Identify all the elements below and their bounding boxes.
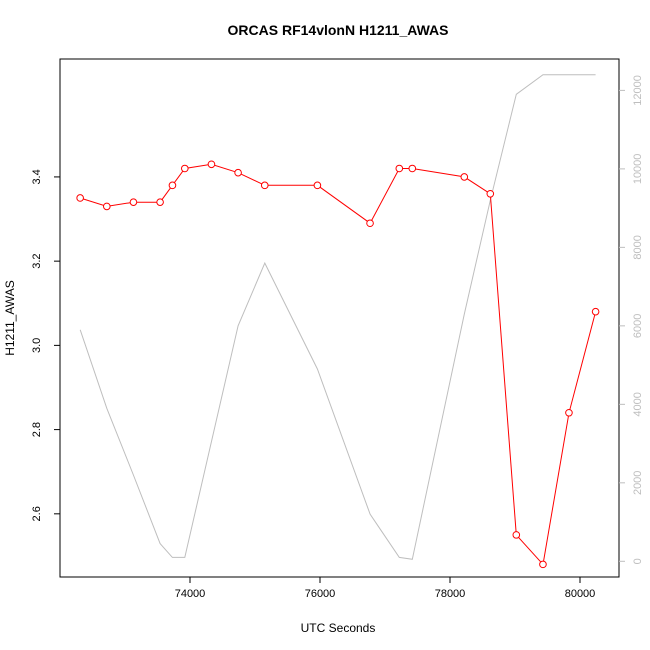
x-tick-label: 80000 <box>565 588 596 600</box>
plot-area <box>59 58 620 578</box>
x-tick-label: 76000 <box>305 588 336 600</box>
data-point <box>156 198 164 206</box>
data-point <box>103 202 111 211</box>
x-axis: 74000 76000 78000 80000 <box>175 577 596 600</box>
data-point <box>181 164 189 173</box>
chart-title: ORCAS RF14vlonN H1211_AWAS <box>228 22 449 38</box>
data-point <box>395 164 404 173</box>
data-point <box>512 531 521 539</box>
y2-axis: 0 2000 4000 6000 8000 10000 12000 <box>619 75 644 564</box>
primary-series-line <box>80 163 597 566</box>
y-tick-label: 3.2 <box>31 253 43 268</box>
y2-tick-label: 4000 <box>632 392 644 416</box>
data-point <box>234 168 242 177</box>
y2-tick-label: 6000 <box>632 314 644 338</box>
data-point <box>565 408 573 417</box>
data-point <box>366 219 374 228</box>
data-point <box>408 164 417 173</box>
y-tick-label: 2.8 <box>31 422 43 437</box>
data-point <box>260 181 269 190</box>
y-axis-label: H1211_AWAS <box>3 280 17 356</box>
y2-tick-label: 0 <box>632 558 644 564</box>
y2-tick-label: 12000 <box>632 75 644 106</box>
y-tick-label: 2.6 <box>31 506 43 521</box>
y-tick-label: 3.4 <box>31 169 43 184</box>
data-point <box>486 189 495 198</box>
data-point <box>168 181 177 190</box>
x-axis-label: UTC Seconds <box>301 621 376 635</box>
data-point <box>539 560 547 569</box>
y-tick-label: 3.0 <box>31 338 43 353</box>
data-point <box>591 307 600 316</box>
series-layer <box>76 74 600 569</box>
y2-tick-label: 2000 <box>632 471 644 495</box>
y-axis: 2.6 2.8 3.0 3.2 3.4 <box>31 169 60 521</box>
x-tick-label: 78000 <box>435 588 466 600</box>
data-point <box>460 173 469 181</box>
data-point <box>207 160 216 169</box>
y2-tick-label: 8000 <box>632 235 644 259</box>
y2-tick-label: 10000 <box>632 154 644 185</box>
data-point <box>129 198 138 206</box>
data-point <box>313 181 322 190</box>
x-tick-label: 74000 <box>175 588 206 600</box>
data-point <box>76 194 84 202</box>
secondary-series-line <box>79 74 596 560</box>
